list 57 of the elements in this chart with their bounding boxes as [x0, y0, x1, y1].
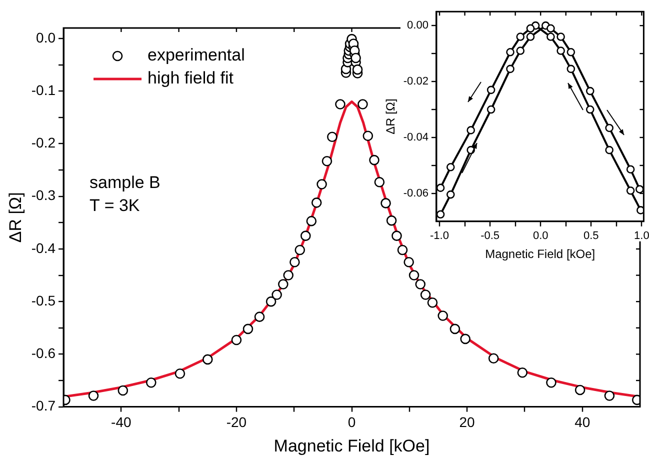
y-tick-label: -0.3 [31, 187, 56, 204]
point [506, 64, 514, 74]
point [436, 210, 445, 219]
point [556, 46, 565, 55]
point [566, 64, 576, 74]
point [446, 190, 455, 199]
point [556, 32, 565, 41]
x-tick-label: 0.0 [532, 230, 548, 242]
point [626, 186, 635, 195]
point [526, 24, 535, 33]
x-tick-label: -20 [226, 414, 247, 430]
point [605, 124, 614, 132]
x-tick-label: 20 [459, 414, 476, 430]
x-tick-label: -0.5 [480, 230, 500, 242]
y-tick-label: -0.04 [403, 132, 428, 144]
y-tick-label: -0.6 [31, 345, 56, 362]
legend-label: high field fit [148, 68, 234, 88]
legend-label: experimental [148, 46, 245, 65]
point [486, 86, 496, 94]
point [605, 146, 614, 154]
point [526, 32, 535, 41]
point [446, 162, 455, 172]
annotation: T = 3K [90, 196, 140, 215]
x-tick-label: 40 [574, 414, 590, 430]
x-tick-label: 1.0 [634, 230, 649, 242]
y-tick-label: -0.4 [31, 240, 56, 256]
y-tick-label: -0.5 [31, 292, 56, 308]
y-axis-title: ΔR [Ω] [6, 192, 25, 243]
point [636, 206, 644, 214]
x-tick-label: -1.0 [430, 230, 449, 242]
x-tick-label: 0.5 [583, 230, 599, 242]
point [516, 46, 525, 55]
point [486, 105, 496, 114]
point [626, 165, 635, 174]
point [506, 48, 514, 56]
x-axis-title: Magnetic Field [kOe] [274, 436, 430, 456]
y-tick-label: -0.7 [31, 398, 56, 414]
y-tick-label: -0.06 [403, 187, 428, 200]
x-tick-label: -40 [111, 414, 132, 430]
x-axis-title: Magnetic Field [kOe] [485, 247, 596, 262]
point [466, 126, 475, 134]
annotation: sample B [90, 172, 160, 192]
point [586, 86, 594, 96]
point [586, 105, 594, 114]
y-tick-label: 0.00 [407, 20, 428, 32]
y-tick-label: -0.02 [403, 76, 428, 88]
y-tick-label: -0.2 [31, 134, 56, 151]
point [546, 32, 555, 41]
point [546, 24, 555, 33]
y-tick-label: 0.0 [36, 29, 56, 46]
point [636, 185, 644, 194]
x-tick-label: 0 [348, 414, 356, 430]
y-axis-title: ΔR [Ω] [384, 98, 398, 134]
point [566, 48, 576, 56]
point [516, 32, 525, 41]
y-tick-label: -0.1 [31, 82, 56, 98]
point [436, 184, 445, 192]
